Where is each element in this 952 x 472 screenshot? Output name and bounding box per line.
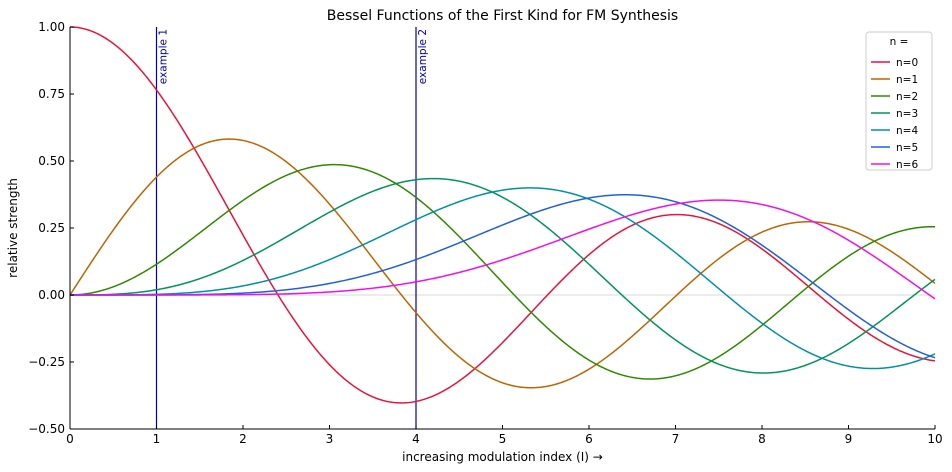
legend-box (865, 31, 933, 171)
x-tick-label: 4 (412, 432, 420, 446)
x-tick-label: 5 (499, 432, 507, 446)
x-tick-label: 0 (66, 432, 74, 446)
y-tick-label: −0.25 (28, 355, 65, 369)
series-line-n3 (70, 177, 936, 374)
series-line-n6 (70, 199, 936, 300)
legend-entry-n3: n=3 (896, 108, 918, 120)
legend-entry-n1: n=1 (896, 74, 918, 86)
chart-title: Bessel Functions of the First Kind for F… (327, 8, 678, 24)
series-line-n4 (70, 187, 936, 370)
x-tick-label: 3 (326, 432, 334, 446)
y-tick-label: 1.00 (38, 20, 65, 34)
x-tick-label: 8 (758, 432, 766, 446)
series-line-n0 (69, 26, 936, 404)
x-tick-label: 2 (239, 432, 247, 446)
y-axis-label: relative strength (6, 178, 20, 278)
x-tick-label: 7 (672, 432, 680, 446)
x-tick-label: 6 (585, 432, 593, 446)
legend-entry-n6: n=6 (896, 159, 918, 171)
series-line-n1 (69, 138, 936, 389)
x-tick-label: 10 (927, 432, 942, 446)
series-line-n2 (69, 163, 936, 380)
legend-title: n = (890, 36, 909, 48)
annotation-label-2: example 2 (417, 29, 429, 84)
legend-entry-n4: n=4 (896, 125, 918, 137)
y-tick-label: −0.50 (28, 422, 65, 436)
legend-entry-n0: n=0 (896, 57, 918, 69)
x-tick-label: 1 (153, 432, 161, 446)
y-tick-label: 0.50 (38, 154, 65, 168)
y-tick-label: 0.25 (38, 221, 65, 235)
y-tick-label: 0.75 (38, 87, 65, 101)
annotation-label-1: example 1 (158, 29, 170, 84)
legend-entry-n5: n=5 (896, 142, 918, 154)
legend-entry-n2: n=2 (896, 91, 918, 103)
y-tick-label: 0.00 (38, 288, 65, 302)
x-tick-label: 9 (845, 432, 853, 446)
x-axis-label: increasing modulation index (I) → (402, 450, 603, 464)
series-line-n5 (70, 193, 936, 359)
